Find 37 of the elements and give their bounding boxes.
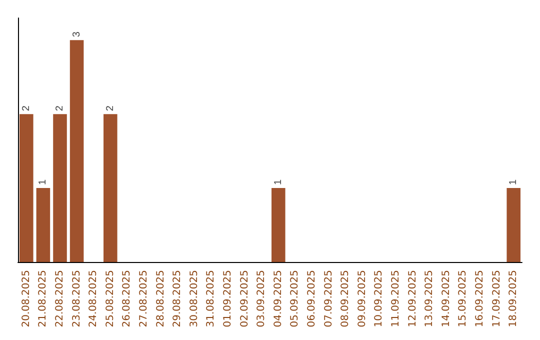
x-tick-label: 09.09.2025 bbox=[356, 270, 368, 328]
x-tick-label: 31.08.2025 bbox=[206, 270, 217, 328]
x-tick-label: 27.08.2025 bbox=[138, 270, 150, 328]
x-tick-label: 26.08.2025 bbox=[122, 270, 133, 328]
x-tick-label: 30.08.2025 bbox=[188, 270, 200, 328]
data-label: 3 bbox=[71, 31, 82, 38]
x-tick-label: 13.09.2025 bbox=[424, 270, 436, 328]
data-label: 2 bbox=[104, 105, 116, 112]
x-tick-label: 11.09.2025 bbox=[390, 270, 402, 328]
data-label: 2 bbox=[20, 105, 32, 112]
x-tick-label: 14.09.2025 bbox=[440, 270, 452, 328]
x-tick-label: 05.09.2025 bbox=[290, 270, 301, 328]
data-label: 1 bbox=[38, 179, 49, 186]
x-tick-label: 10.09.2025 bbox=[374, 270, 385, 328]
data-label: 2 bbox=[54, 105, 66, 112]
x-tick-label: 06.09.2025 bbox=[306, 270, 318, 328]
x-tick-label: 04.09.2025 bbox=[272, 270, 284, 328]
data-label: 1 bbox=[508, 179, 520, 186]
x-tick-label: 12.09.2025 bbox=[407, 270, 418, 328]
x-tick-label: 16.09.2025 bbox=[474, 270, 486, 328]
x-tick-label: 20.08.2025 bbox=[20, 270, 32, 328]
x-tick-label: 22.08.2025 bbox=[54, 270, 66, 328]
x-tick-label: 23.08.2025 bbox=[71, 270, 82, 328]
x-tick-label: 18.09.2025 bbox=[508, 270, 520, 328]
x-tick-label: 28.08.2025 bbox=[155, 270, 166, 328]
x-tick-label: 15.09.2025 bbox=[458, 270, 469, 328]
x-tick-label: 02.09.2025 bbox=[239, 270, 250, 328]
data-label: 1 bbox=[272, 179, 284, 186]
x-tick-label: 29.08.2025 bbox=[172, 270, 184, 328]
x-tick-label: 03.09.2025 bbox=[256, 270, 268, 328]
x-tick-label: 08.09.2025 bbox=[340, 270, 352, 328]
x-tick-label: 21.08.2025 bbox=[38, 270, 49, 328]
x-tick-label: 01.09.2025 bbox=[222, 270, 234, 328]
x-tick-label: 17.09.2025 bbox=[491, 270, 502, 328]
x-tick-label: 24.08.2025 bbox=[88, 270, 100, 328]
x-tick-label: 07.09.2025 bbox=[323, 270, 334, 328]
x-tick-label: 25.08.2025 bbox=[104, 270, 116, 328]
